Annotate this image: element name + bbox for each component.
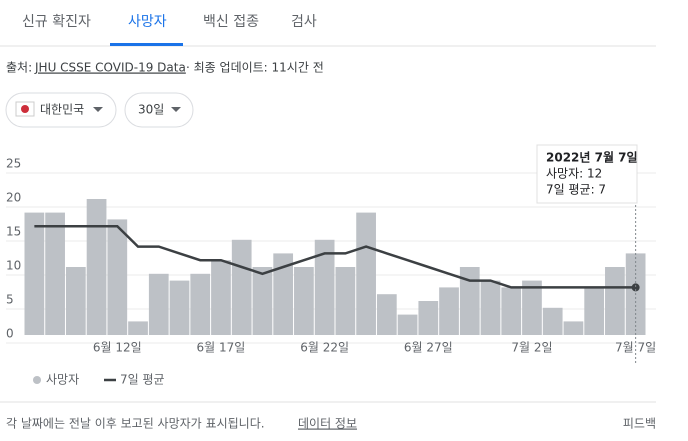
dropdown-arrow bbox=[93, 107, 103, 112]
tooltip-title: 2022년 7월 7일 bbox=[546, 150, 638, 165]
y-tick-label: 15 bbox=[6, 225, 21, 239]
x-tick-label: 7월 7일 bbox=[615, 341, 656, 355]
bar bbox=[356, 212, 376, 335]
bar bbox=[397, 314, 418, 335]
tab[interactable]: 검사 bbox=[291, 14, 317, 30]
bar bbox=[86, 199, 107, 335]
y-tick-label: 10 bbox=[6, 259, 21, 273]
bar bbox=[605, 267, 625, 335]
footer-note: 각 날짜에는 전날 이후 보고된 사망자가 표시됩니다. bbox=[6, 417, 265, 431]
legend-label: 사망자 bbox=[46, 373, 79, 387]
bar bbox=[231, 239, 252, 335]
x-tick-label: 7월 2일 bbox=[511, 341, 552, 355]
y-tick-label: 20 bbox=[6, 191, 21, 205]
bar bbox=[128, 321, 148, 335]
tooltip-line: 7일 평균: 7 bbox=[546, 183, 606, 197]
tooltip-box bbox=[536, 144, 638, 204]
bar bbox=[294, 267, 314, 335]
bar bbox=[542, 307, 563, 335]
bar bbox=[252, 267, 273, 335]
bar bbox=[169, 280, 190, 335]
hover-point bbox=[631, 283, 640, 292]
data-info-link[interactable]: 데이터 정보 bbox=[298, 417, 357, 431]
source-prefix: 출처: bbox=[6, 61, 32, 75]
bar bbox=[418, 301, 439, 335]
bar bbox=[584, 287, 605, 335]
bar bbox=[148, 273, 169, 335]
tooltip-line: 사망자: 12 bbox=[546, 167, 602, 181]
flag-emblem bbox=[21, 105, 29, 113]
bar bbox=[563, 321, 584, 335]
legend-marker bbox=[33, 376, 41, 384]
range-label[interactable]: 30일 bbox=[138, 103, 164, 117]
country-label[interactable]: 대한민국 bbox=[40, 103, 84, 117]
bar bbox=[65, 267, 86, 335]
source-link[interactable]: JHU CSSE COVID-19 Data bbox=[34, 61, 186, 75]
bar bbox=[480, 280, 501, 335]
bar bbox=[376, 294, 397, 335]
range-dropdown[interactable] bbox=[124, 92, 194, 128]
bar bbox=[211, 260, 231, 335]
dropdown-arrow bbox=[171, 107, 181, 112]
average-line bbox=[34, 224, 636, 289]
bar bbox=[439, 287, 459, 335]
y-tick-label: 5 bbox=[6, 293, 14, 307]
bar bbox=[273, 253, 294, 335]
x-tick-label: 6월 17일 bbox=[197, 341, 246, 355]
updated-time: · 최종 업데이트: 11시간 전 bbox=[186, 61, 324, 75]
x-tick-label: 6월 27일 bbox=[404, 341, 453, 355]
legend-label: 7일 평균 bbox=[120, 373, 165, 387]
bar bbox=[107, 219, 128, 335]
x-tick-label: 6월 22일 bbox=[300, 341, 349, 355]
bar bbox=[314, 239, 335, 335]
tab[interactable]: 사망자 bbox=[128, 14, 167, 30]
tab[interactable]: 신규 확진자 bbox=[22, 14, 91, 30]
bar bbox=[24, 212, 45, 335]
bar bbox=[190, 273, 211, 335]
active-tab-indicator bbox=[110, 43, 183, 46]
bar bbox=[522, 280, 542, 335]
y-tick-label: 25 bbox=[6, 157, 21, 171]
x-tick-label: 6월 12일 bbox=[93, 341, 142, 355]
bar bbox=[501, 287, 522, 335]
tab[interactable]: 백신 접종 bbox=[203, 14, 259, 30]
bar bbox=[335, 267, 356, 335]
bar bbox=[45, 212, 65, 335]
feedback-link[interactable]: 피드백 bbox=[623, 417, 656, 431]
y-tick-label: 0 bbox=[6, 327, 14, 341]
bar bbox=[459, 267, 480, 335]
